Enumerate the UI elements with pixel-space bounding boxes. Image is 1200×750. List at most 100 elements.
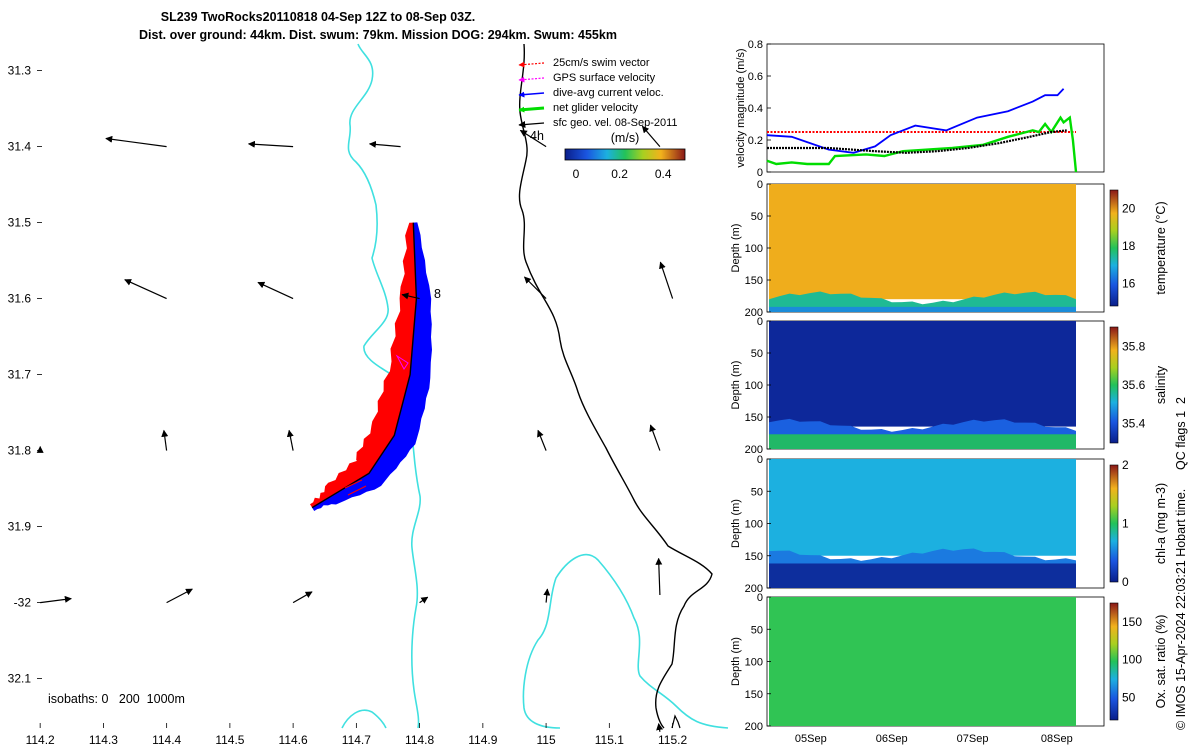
velocity-ylabel: velocity magnitude (m/s) bbox=[735, 48, 747, 167]
section-field-bottom bbox=[769, 563, 1076, 588]
section-y-tick-label: 100 bbox=[745, 243, 763, 255]
map-y-tick-label: 31.7 bbox=[8, 368, 32, 382]
legend-swatch-net bbox=[518, 106, 545, 113]
velocity-series bbox=[766, 88, 1078, 173]
map-x-tick-label: 114.8 bbox=[405, 733, 434, 747]
section-y-tick-label: 0 bbox=[757, 316, 763, 328]
velocity-y-tick-label: 0.2 bbox=[748, 135, 763, 147]
legend-swatch-current bbox=[518, 91, 545, 98]
coastline bbox=[347, 43, 421, 729]
section-y-tick-label: 50 bbox=[751, 486, 763, 498]
map-x-tick-label: 114.3 bbox=[89, 733, 118, 747]
current-vector-arrow bbox=[543, 588, 551, 603]
current-vector-arrow bbox=[247, 140, 294, 148]
current-vector-arrow bbox=[257, 281, 294, 300]
section-y-tick-label: 100 bbox=[745, 519, 763, 531]
coastline-island bbox=[341, 709, 387, 729]
section-y-tick-label: 200 bbox=[745, 583, 763, 595]
section-panel-temperature: 0 50 100 150 200 Depth (m) 16 18 20 temperature (… bbox=[730, 179, 1168, 319]
map-title-line2: Dist. over ground: 44km. Dist. swum: 79k… bbox=[139, 28, 617, 42]
section-colorbar-tick-label: 18 bbox=[1122, 239, 1136, 253]
current-vector-arrow bbox=[368, 140, 401, 148]
map-y-tick-label: 31.3 bbox=[8, 64, 32, 78]
current-swath-blue bbox=[312, 222, 432, 511]
section-colorbar-tick-label: 2 bbox=[1122, 458, 1129, 472]
gps-surface-velocity-arrows bbox=[344, 354, 409, 496]
legend-label-gps: GPS surface velocity bbox=[553, 72, 656, 84]
section-y-tick-label: 100 bbox=[745, 657, 763, 669]
current-vector-arrow bbox=[292, 591, 313, 604]
swim-swath-polygon bbox=[310, 222, 417, 508]
map-x-tick-label: 115.1 bbox=[595, 733, 624, 747]
section-colorbar-label: temperature (°C) bbox=[1154, 201, 1168, 294]
section-colorbar bbox=[1109, 326, 1119, 444]
map-x-axis: 114.2 114.3 114.4 114.5 114.6 114.7 114.8 114.9… bbox=[26, 723, 687, 747]
section-panel-salinity: 0 50 100 150 200 Depth (m) 35.4 35.6 35.8 salinit… bbox=[730, 316, 1168, 456]
section-colorbar-tick-label: 100 bbox=[1122, 653, 1142, 667]
legend-swatch-swim bbox=[518, 61, 545, 68]
velocity-y-axis: 0 0.2 0.4 0.6 0.8 bbox=[748, 39, 771, 179]
map-y-axis: 31.3 31.4 31.5 31.6 31.7 31.8 31.9 -32 32.1 bbox=[8, 64, 42, 686]
swim-arrow-cluster bbox=[344, 479, 367, 496]
map-frame bbox=[37, 44, 720, 728]
map-y-tick-label: 31.5 bbox=[8, 216, 32, 230]
current-swath-polygon bbox=[312, 222, 432, 511]
velocity-y-tick-label: 0 bbox=[757, 167, 763, 179]
legend-swatch-sfc bbox=[518, 121, 545, 128]
current-vector-arrow bbox=[286, 429, 294, 451]
section-y-tick-label: 200 bbox=[745, 444, 763, 456]
section-ylabel: Depth (m) bbox=[730, 499, 742, 548]
section-colorbar-tick-label: 20 bbox=[1122, 202, 1136, 216]
time-axis: 05Sep 06Sep 07Sep 08Sep bbox=[795, 733, 1073, 745]
track-mark-label: 8 bbox=[434, 287, 441, 301]
section-colorbar-tick-label: 35.4 bbox=[1122, 417, 1146, 431]
map-colorbar-tick-label: 0.2 bbox=[611, 167, 628, 181]
velocity-y-tick-label: 0.6 bbox=[748, 71, 763, 83]
map-x-tick-label: 114.6 bbox=[279, 733, 308, 747]
section-y-tick-label: 50 bbox=[751, 348, 763, 360]
current-vector-arrow bbox=[401, 292, 420, 300]
map-y-tick-label: 31.9 bbox=[8, 520, 32, 534]
current-vector-arrow bbox=[524, 276, 547, 300]
map-x-tick-label: 115 bbox=[537, 733, 556, 747]
section-field-bottom bbox=[769, 434, 1076, 449]
map-x-tick-label: 114.7 bbox=[342, 733, 371, 747]
map-legend: 25cm/s swim vector GPS surface velocity … bbox=[518, 57, 686, 181]
current-vector-arrow bbox=[419, 596, 429, 604]
section-colorbar bbox=[1109, 189, 1119, 307]
legend-label-current: dive-avg current veloc. bbox=[553, 87, 664, 99]
map-colorbar-tick-label: 0.4 bbox=[655, 167, 672, 181]
map-y-tick-label: 31.4 bbox=[8, 140, 32, 154]
map-y-tick-label: 32.1 bbox=[8, 672, 32, 686]
legend-swatch-gps bbox=[518, 76, 545, 83]
time-axis-label: 06Sep bbox=[876, 733, 908, 745]
side-note-qc: QC flags 1 2 bbox=[1174, 397, 1188, 470]
current-vector-field bbox=[36, 125, 674, 732]
section-y-tick-label: 100 bbox=[745, 380, 763, 392]
current-vector-arrow bbox=[659, 261, 674, 299]
map-x-tick-label: 114.5 bbox=[215, 733, 244, 747]
map-title-line1: SL239 TwoRocks20110818 04-Sep 12Z to 08-… bbox=[161, 10, 476, 24]
gps-velocity-arrow bbox=[395, 354, 409, 370]
velocity-panel: 0 0.2 0.4 0.6 0.8 velocity magnitude (m/s) bbox=[735, 39, 1105, 179]
map-x-tick-label: 115.2 bbox=[658, 733, 687, 747]
glider-track bbox=[311, 222, 418, 509]
section-colorbar-tick-label: 50 bbox=[1122, 690, 1136, 704]
time-axis-label: 08Sep bbox=[1041, 733, 1073, 745]
section-field-upper bbox=[769, 459, 1076, 556]
section-ylabel: Depth (m) bbox=[730, 637, 742, 686]
current-vector-arrow bbox=[40, 595, 72, 604]
section-y-tick-label: 150 bbox=[745, 689, 763, 701]
section-y-tick-label: 50 bbox=[751, 624, 763, 636]
map-x-tick-label: 114.4 bbox=[152, 733, 181, 747]
legend-label-swim: 25cm/s swim vector bbox=[553, 57, 650, 69]
section-field-upper bbox=[769, 321, 1076, 427]
legend-label-sfc: sfc geo. vel. 08-Sep-2011 bbox=[553, 117, 678, 129]
section-colorbar-tick-label: 16 bbox=[1122, 277, 1136, 291]
section-y-tick-label: 0 bbox=[757, 179, 763, 191]
current-vector-arrow bbox=[105, 135, 167, 148]
section-y-tick-label: 0 bbox=[757, 592, 763, 604]
map-y-tick-label: 31.6 bbox=[8, 292, 32, 306]
